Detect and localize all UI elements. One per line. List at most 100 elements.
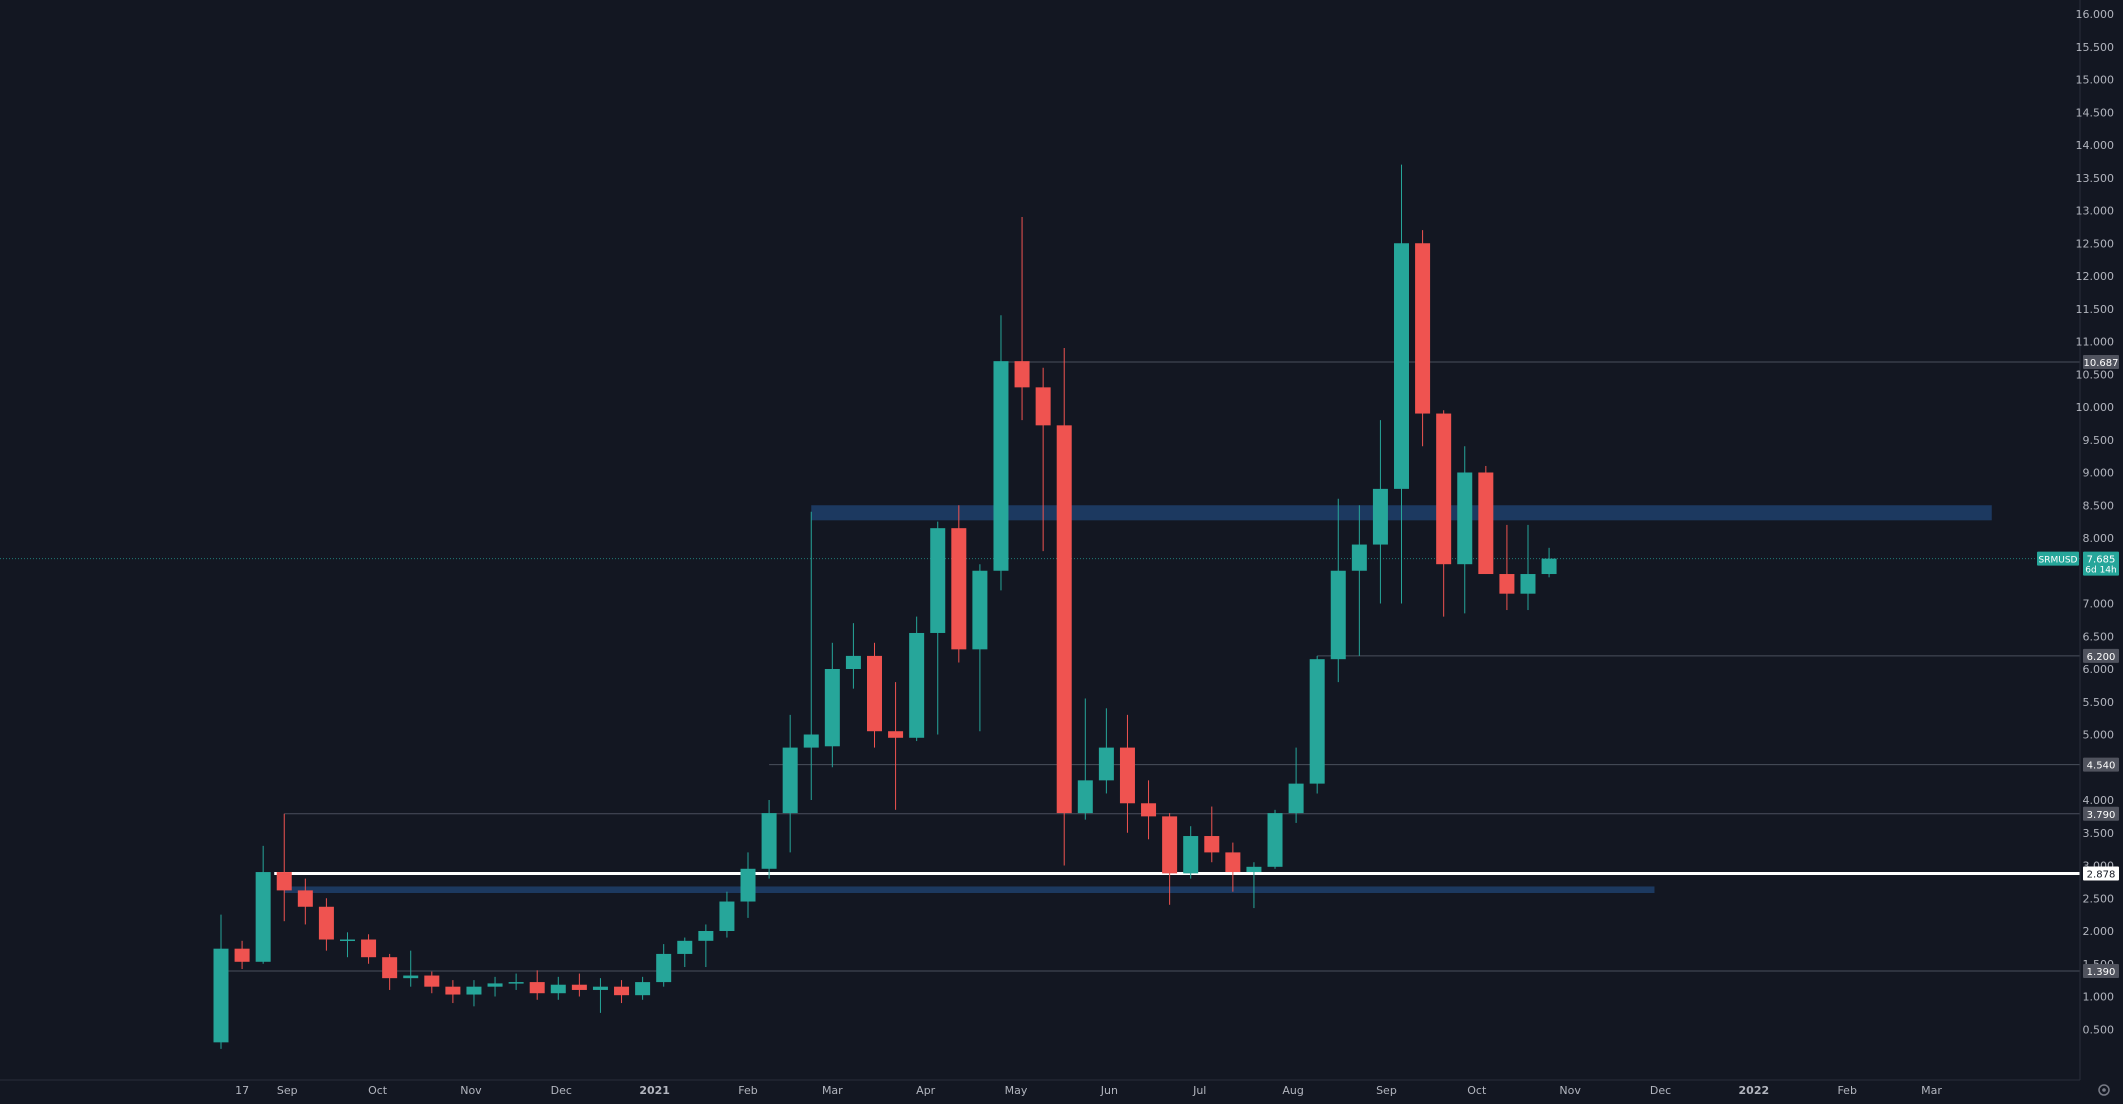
- candle-down: [361, 934, 377, 964]
- last-price-badge: [2083, 551, 2119, 576]
- gear-icon-ring: [2098, 1084, 2110, 1096]
- y-tick-label: 15.500: [2076, 41, 2115, 54]
- candle-body: [1246, 866, 1262, 873]
- x-tick-label: Sep: [1376, 1084, 1397, 1097]
- candle-up: [1520, 524, 1536, 611]
- x-tick-label: 17: [235, 1084, 249, 1097]
- candle-body: [1225, 852, 1241, 873]
- candle-up: [1246, 862, 1262, 909]
- candle-body: [1499, 574, 1515, 594]
- candle-body: [571, 984, 587, 990]
- y-tick-label: 11.000: [2076, 336, 2115, 349]
- candle-down: [424, 971, 440, 994]
- candle-up: [1267, 809, 1283, 869]
- level-price-label: 10.687: [2084, 358, 2119, 369]
- symbol-badge: [2037, 551, 2079, 566]
- candle-body: [1056, 425, 1072, 814]
- candle-down: [1141, 780, 1157, 840]
- y-tick-label: 10.500: [2076, 368, 2115, 381]
- candle-body: [951, 528, 967, 650]
- candle-up: [824, 642, 840, 768]
- candle-body: [318, 906, 334, 940]
- candle-up: [550, 976, 566, 1000]
- candle-up: [1077, 698, 1093, 820]
- candle-body: [1077, 780, 1093, 814]
- candle-body: [1098, 747, 1114, 781]
- candle-down: [1478, 465, 1494, 575]
- y-tick-label: 10.000: [2076, 401, 2115, 414]
- y-tick-label: 3.500: [2083, 827, 2115, 840]
- candle-up: [592, 978, 608, 1013]
- candle-body: [1478, 472, 1494, 575]
- candle-body: [550, 984, 566, 994]
- y-tick-label: 9.500: [2083, 434, 2115, 447]
- y-tick-label: 15.000: [2076, 74, 2115, 87]
- x-tick-label: Jul: [1192, 1084, 1206, 1097]
- candle-body: [824, 669, 840, 747]
- candle-up: [782, 714, 798, 853]
- candle-body: [1394, 243, 1410, 489]
- candle-body: [255, 872, 271, 962]
- y-tick-label: 2.500: [2083, 892, 2115, 905]
- y-tick-label: 6.000: [2083, 663, 2115, 676]
- candle-body: [1204, 836, 1220, 853]
- candle-body: [1309, 659, 1325, 784]
- candle-up: [466, 980, 482, 1007]
- candle-body: [1014, 361, 1030, 388]
- bar-countdown-label: 6d 14h: [2085, 566, 2116, 576]
- candle-body: [1415, 243, 1431, 414]
- x-tick-label: Mar: [1921, 1084, 1942, 1097]
- candle-body: [761, 813, 777, 869]
- candle-down: [529, 970, 545, 1000]
- candle-body: [1035, 387, 1051, 426]
- level-price-label: 6.200: [2087, 652, 2116, 663]
- candle-body: [656, 953, 672, 983]
- candle-body: [698, 931, 714, 941]
- candle-up: [508, 973, 524, 990]
- x-tick-label: Oct: [368, 1084, 388, 1097]
- candle-down: [1415, 230, 1431, 447]
- candle-down: [951, 505, 967, 663]
- price-label-layer: 10.687 6.200 4.540 3.790 1.390 2.878 SRMUSD 7.6…: [2037, 355, 2119, 978]
- candle-up: [1183, 826, 1199, 879]
- candle-body: [782, 747, 798, 814]
- y-tick-label: 6.500: [2083, 630, 2115, 643]
- candle-body: [339, 939, 355, 942]
- candle-up: [1288, 747, 1304, 823]
- candle-up: [1457, 446, 1473, 614]
- candle-up: [1309, 655, 1325, 794]
- candle-body: [1119, 747, 1135, 804]
- y-tick-label: 8.000: [2083, 532, 2115, 545]
- candle-down: [1014, 217, 1030, 421]
- candle-up: [487, 976, 503, 997]
- candle-body: [1372, 488, 1388, 545]
- candle-down: [382, 953, 398, 990]
- candle-body: [1288, 783, 1304, 814]
- key-level-badge: [2083, 866, 2119, 881]
- y-tick-label: 7.000: [2083, 598, 2115, 611]
- candle-up: [255, 845, 271, 964]
- candle-up: [339, 932, 355, 958]
- level-layer: [0, 361, 2080, 972]
- symbol-label: SRMUSD: [2039, 556, 2078, 566]
- candle-down: [866, 642, 882, 748]
- candle-body: [888, 731, 904, 738]
- candle-down: [888, 682, 904, 810]
- candle-down: [1162, 813, 1178, 905]
- y-tick-label: 12.000: [2076, 270, 2115, 283]
- candle-up: [761, 800, 777, 879]
- x-tick-label: Nov: [1559, 1084, 1581, 1097]
- level-price-badge: [2083, 806, 2119, 821]
- key-level-label: 2.878: [2087, 869, 2116, 880]
- candle-body: [614, 986, 630, 996]
- candle-body: [803, 734, 819, 748]
- y-tick-label: 13.500: [2076, 172, 2115, 185]
- candle-up: [930, 521, 946, 735]
- candle-body: [1541, 558, 1557, 575]
- y-tick-label: 5.000: [2083, 729, 2115, 742]
- gear-icon[interactable]: [2098, 1084, 2110, 1096]
- candle-up: [656, 944, 672, 987]
- candle-up: [213, 914, 229, 1049]
